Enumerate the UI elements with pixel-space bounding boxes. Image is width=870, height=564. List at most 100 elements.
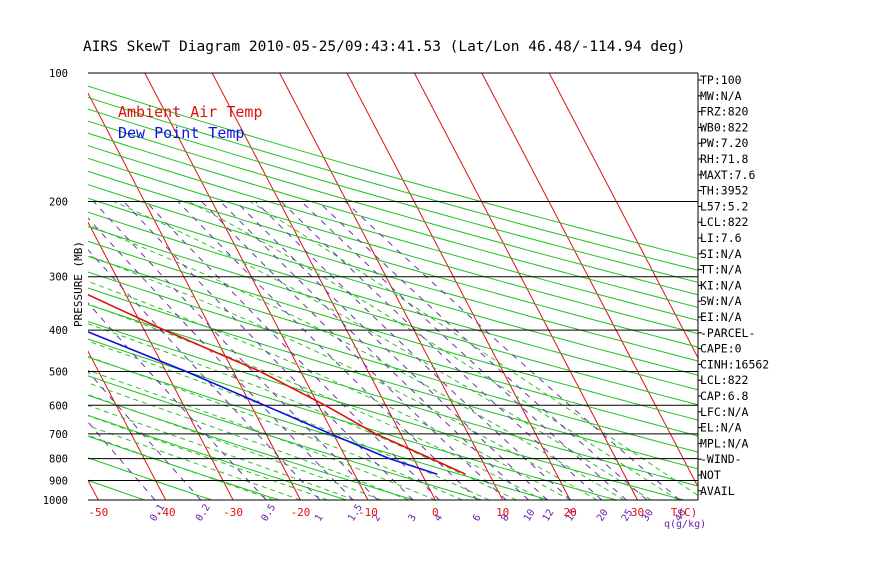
index-item: LFC:N/A: [700, 405, 749, 419]
mixing-ratio-line: [301, 201, 627, 500]
pressure-tick-label: 1000: [43, 495, 68, 507]
dry-adiabat-line: [88, 170, 698, 348]
dry-adiabat-line: [88, 211, 698, 391]
dry-adiabat-line: [88, 240, 698, 421]
mixing-ratio-line: [88, 249, 321, 500]
ambient-air-temp-profile-line: [88, 293, 466, 475]
isotherm-line: [346, 73, 571, 500]
isotherm-line: [211, 73, 436, 500]
mixing-ratio-tick-label: 30: [640, 508, 656, 524]
dry-adiabat-line: [88, 303, 698, 487]
dry-adiabat-line: [88, 457, 213, 500]
index-item: EL:N/A: [700, 421, 742, 435]
pressure-tick-label: 600: [49, 400, 68, 412]
mixing-ratio-tick-label: 4: [433, 513, 446, 524]
pressure-tick-label: 500: [49, 367, 68, 379]
pressure-tick-label: 300: [49, 272, 68, 284]
legend-dew-point-temp: Dew Point Temp: [118, 124, 244, 142]
dry-adiabat-line: [88, 338, 617, 500]
moist-adiabat-line: [249, 201, 698, 497]
index-item: MPL:N/A: [700, 436, 749, 450]
index-item: -WIND-: [700, 452, 742, 466]
isotherm-line: [88, 92, 301, 500]
pressure-tick-label: 100: [49, 68, 68, 80]
dry-adiabat-line: [88, 375, 482, 500]
pressure-tick-label: 800: [49, 454, 68, 466]
moist-adiabat-line: [88, 254, 598, 500]
mixing-ratio-tick-label: 40: [673, 508, 689, 524]
mixing-ratio-line: [317, 201, 648, 500]
bottom-temp-tick-label: 20: [563, 506, 576, 519]
mixing-ratio-tick-label: 2: [371, 513, 384, 524]
dry-adiabat-line: [88, 132, 698, 308]
index-item: EI:N/A: [700, 310, 742, 324]
index-item: KI:N/A: [700, 278, 742, 292]
bottom-temp-tick-label: -20: [291, 506, 311, 519]
mixing-ratio-tick-label: 20: [595, 508, 611, 524]
pressure-tick-label: 400: [49, 325, 68, 337]
dry-adiabat-line: [88, 120, 698, 296]
chart-title: AIRS SkewT Diagram 2010-05-25/09:43:41.5…: [83, 39, 685, 55]
index-item: MAXT:7.6: [700, 168, 755, 182]
mixing-ratio-tick-label: 3: [406, 513, 419, 524]
index-item: CAP:6.8: [700, 389, 749, 403]
mixing-ratio-tick-label: 15: [564, 508, 580, 524]
index-item: RH:71.8: [700, 152, 749, 166]
isotherm-line: [413, 73, 638, 500]
dry-adiabat-line: [88, 108, 698, 283]
mixing-ratio-tick-label: 12: [541, 508, 557, 524]
dry-adiabat-line: [88, 255, 698, 437]
legend-ambient-air-temp: Ambient Air Temp: [118, 103, 263, 121]
dry-adiabat-line: [88, 226, 698, 406]
bottom-temp-tick-label: -10: [358, 506, 378, 519]
pressure-tick-label: 700: [49, 429, 68, 441]
index-item: SI:N/A: [700, 247, 742, 261]
pressure-tick-label: 900: [49, 476, 68, 488]
index-item: FRZ:820: [700, 105, 749, 119]
index-item: L57:5.2: [700, 199, 748, 213]
index-item: NOT: [700, 468, 721, 482]
dry-adiabat-line: [88, 320, 684, 500]
isotherm-line: [481, 73, 698, 488]
index-item: CAPE:0: [700, 342, 742, 356]
dry-adiabat-line: [88, 145, 698, 321]
index-item: LI:7.6: [700, 231, 742, 245]
dry-adiabat-line: [88, 184, 698, 362]
mixing-ratio-unit-label: q(g/kg): [664, 519, 706, 530]
y-axis-label: PRESSURE (MB): [72, 241, 85, 327]
mixing-ratio-tick-label: 8: [499, 513, 512, 524]
bottom-temp-unit-label: T(C): [671, 506, 698, 519]
dry-adiabat-line: [88, 197, 698, 376]
index-item: LCL:822: [700, 215, 748, 229]
mixing-ratio-line: [220, 201, 530, 500]
isotherm-line: [548, 73, 698, 359]
bottom-temp-tick-label: -40: [156, 506, 176, 519]
index-item: TP:100: [700, 73, 742, 87]
index-item: SW:N/A: [700, 294, 742, 308]
mixing-ratio-tick-label: 1: [313, 513, 326, 524]
index-item: TT:N/A: [700, 263, 742, 277]
index-item: CINH:16562: [700, 357, 769, 371]
index-item: -PARCEL-: [700, 326, 755, 340]
dry-adiabat-line: [88, 394, 415, 500]
dry-adiabat-line: [88, 414, 347, 500]
dry-adiabat-line: [88, 96, 698, 271]
mixing-ratio-line: [280, 201, 603, 500]
dry-adiabat-line: [88, 85, 698, 259]
dew-point-temp-profile-line: [88, 330, 438, 475]
index-item: TH:3952: [700, 184, 748, 198]
mixing-ratio-line: [88, 302, 267, 500]
bottom-temp-tick-label: -50: [88, 506, 108, 519]
mixing-ratio-tick-label: 10: [522, 508, 538, 524]
mixing-ratio-line: [255, 201, 572, 500]
bottom-temp-tick-label: 10: [496, 506, 509, 519]
index-item: LCL:822: [700, 373, 748, 387]
mixing-ratio-line: [88, 217, 354, 500]
bottom-temp-tick-label: -30: [223, 506, 243, 519]
pressure-tick-label: 200: [49, 197, 68, 209]
dry-adiabat-line: [88, 271, 698, 453]
bottom-temp-tick-label: 30: [631, 506, 644, 519]
mixing-ratio-line: [235, 201, 548, 500]
